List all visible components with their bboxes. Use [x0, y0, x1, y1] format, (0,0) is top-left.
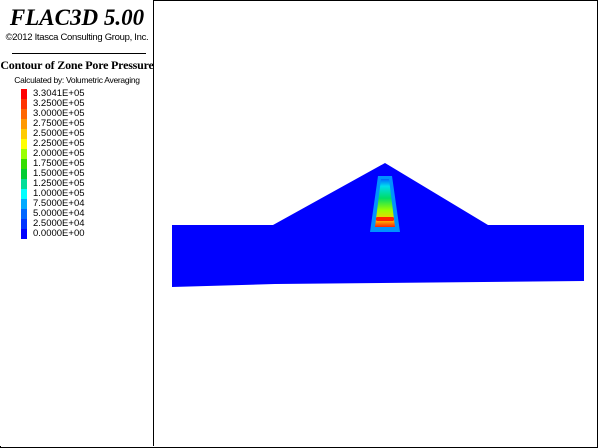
legend-swatch [21, 129, 27, 139]
legend-swatch [21, 99, 27, 109]
legend-label: 1.2500E+05 [33, 178, 85, 189]
legend-swatch [21, 199, 27, 209]
legend-label: 3.2500E+05 [33, 98, 85, 109]
legend-label: 1.7500E+05 [33, 158, 85, 169]
legend-title: Contour of Zone Pore Pressure [0, 58, 154, 72]
legend-label: 0.0000E+00 [33, 228, 85, 239]
legend-swatch [21, 149, 27, 159]
legend-swatch [21, 219, 27, 229]
legend-label: 5.0000E+04 [33, 208, 85, 219]
legend-label: 3.3041E+05 [33, 88, 85, 99]
legend-label: 2.2500E+05 [33, 138, 85, 149]
copyright-text: ©2012 Itasca Consulting Group, Inc. [5, 32, 149, 43]
app-title: FLAC3D 5.00 [9, 5, 145, 30]
model-view-svg [172, 163, 584, 287]
legend-label: 2.7500E+05 [33, 118, 85, 129]
legend-label: 2.0000E+05 [33, 148, 85, 159]
legend-swatch [21, 159, 27, 169]
pore-pressure-plume [375, 179, 395, 227]
legend-swatch [21, 89, 27, 99]
legend-divider [12, 53, 146, 54]
legend-swatch [21, 139, 27, 149]
plume-hotspot [376, 217, 394, 221]
legend-swatch [21, 209, 27, 219]
legend-label: 1.0000E+05 [33, 188, 85, 199]
legend-swatch [21, 229, 27, 239]
legend-swatch [21, 189, 27, 199]
legend-swatch [21, 109, 27, 119]
legend-swatch [21, 179, 27, 189]
legend-swatch [21, 119, 27, 129]
legend-label: 3.0000E+05 [33, 108, 85, 119]
legend-panel: FLAC3D 5.00 ©2012 Itasca Consulting Grou… [0, 0, 154, 446]
legend-label: 1.5000E+05 [33, 168, 85, 179]
legend-label: 2.5000E+04 [33, 218, 85, 229]
legend-label: 2.5000E+05 [33, 128, 85, 139]
legend-swatch [21, 169, 27, 179]
model-viewport[interactable] [155, 0, 597, 446]
legend-label: 7.5000E+04 [33, 198, 85, 209]
calculated-by-text: Calculated by: Volumetric Averaging [14, 75, 140, 85]
